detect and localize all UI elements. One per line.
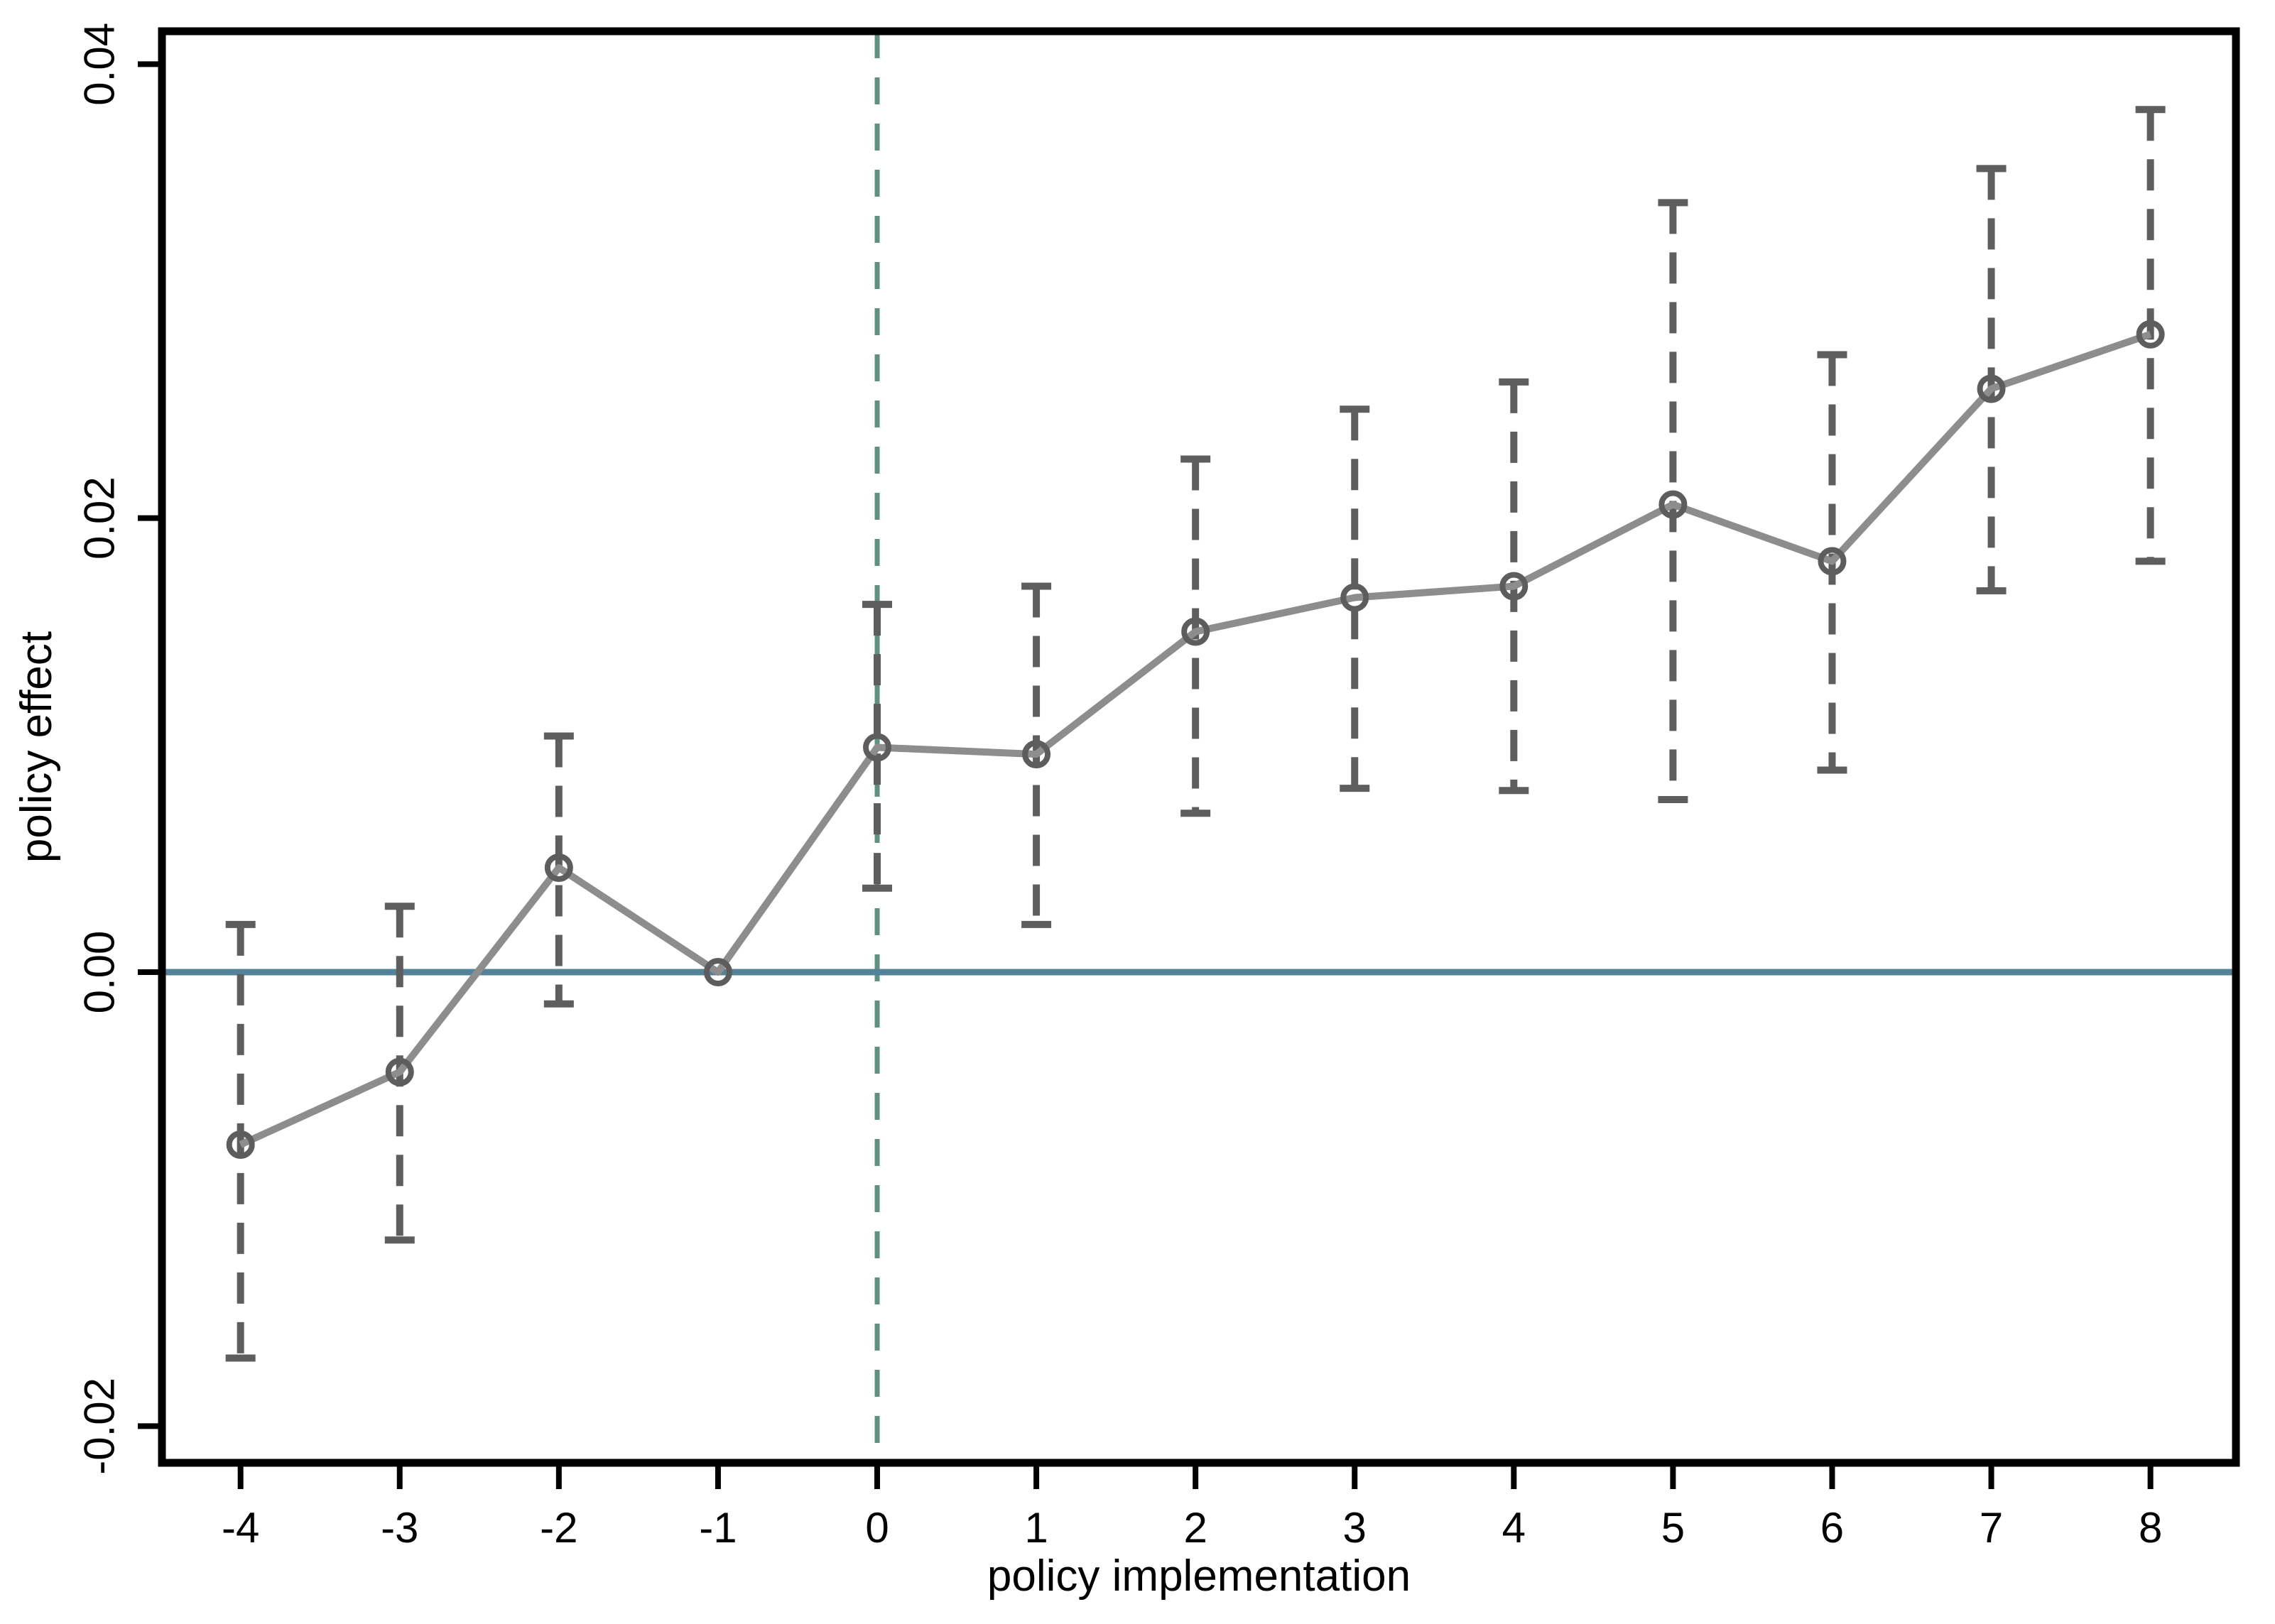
point-estimate-marker [1977, 374, 2006, 403]
markers-layer [226, 320, 2165, 1159]
y-axis-title: policy effect [12, 631, 61, 863]
point-estimate-marker [1658, 490, 1688, 519]
point-estimate-marker [1340, 583, 1369, 612]
x-tick-label: -3 [381, 1504, 418, 1552]
point-estimate-marker [863, 733, 891, 762]
x-tick-label: 6 [1820, 1504, 1844, 1552]
plot-frame-layer [158, 27, 2240, 1467]
point-estimate-marker [1818, 547, 1847, 576]
tick-labels-layer: 0.04 0.02 0.00 -0.02 -4 -3 -2 -1 0 1 2 3 4 5 6 7 8 [76, 23, 2163, 1552]
x-tick-label: -1 [699, 1504, 737, 1552]
ticks-layer [138, 61, 2154, 1489]
y-tick-label: -0.02 [76, 1378, 124, 1475]
point-estimate-marker [226, 1130, 255, 1159]
reference-lines-layer [162, 31, 2236, 1463]
point-estimate-marker [1022, 740, 1051, 769]
point-estimate-marker [544, 853, 573, 882]
point-estimate-marker [385, 1057, 414, 1086]
point-estimate-marker [2136, 320, 2165, 349]
plot-border [158, 27, 2240, 1467]
x-tick-label: 7 [1980, 1504, 2003, 1552]
x-tick-label: 2 [1183, 1504, 1207, 1552]
point-estimate-line [239, 330, 2152, 1148]
point-estimate-marker [1499, 572, 1529, 601]
x-tick-label: 4 [1502, 1504, 1526, 1552]
x-tick-label: -4 [222, 1504, 259, 1552]
x-tick-label: 1 [1024, 1504, 1048, 1552]
point-estimate-marker [703, 958, 732, 986]
y-tick-label: 0.04 [76, 23, 124, 106]
connect-line-layer [239, 330, 2152, 1148]
x-tick-label: -2 [540, 1504, 577, 1552]
error-bars-layer [225, 106, 2166, 1362]
x-tick-label: 0 [865, 1504, 889, 1552]
y-tick-label: 0.02 [76, 476, 124, 560]
x-axis-title: policy implementation [987, 1552, 1411, 1601]
point-estimate-marker [1181, 617, 1210, 646]
y-tick-label: 0.00 [76, 931, 124, 1014]
x-tick-label: 3 [1343, 1504, 1367, 1552]
x-tick-label: 8 [2139, 1504, 2162, 1552]
x-tick-label: 5 [1661, 1504, 1685, 1552]
